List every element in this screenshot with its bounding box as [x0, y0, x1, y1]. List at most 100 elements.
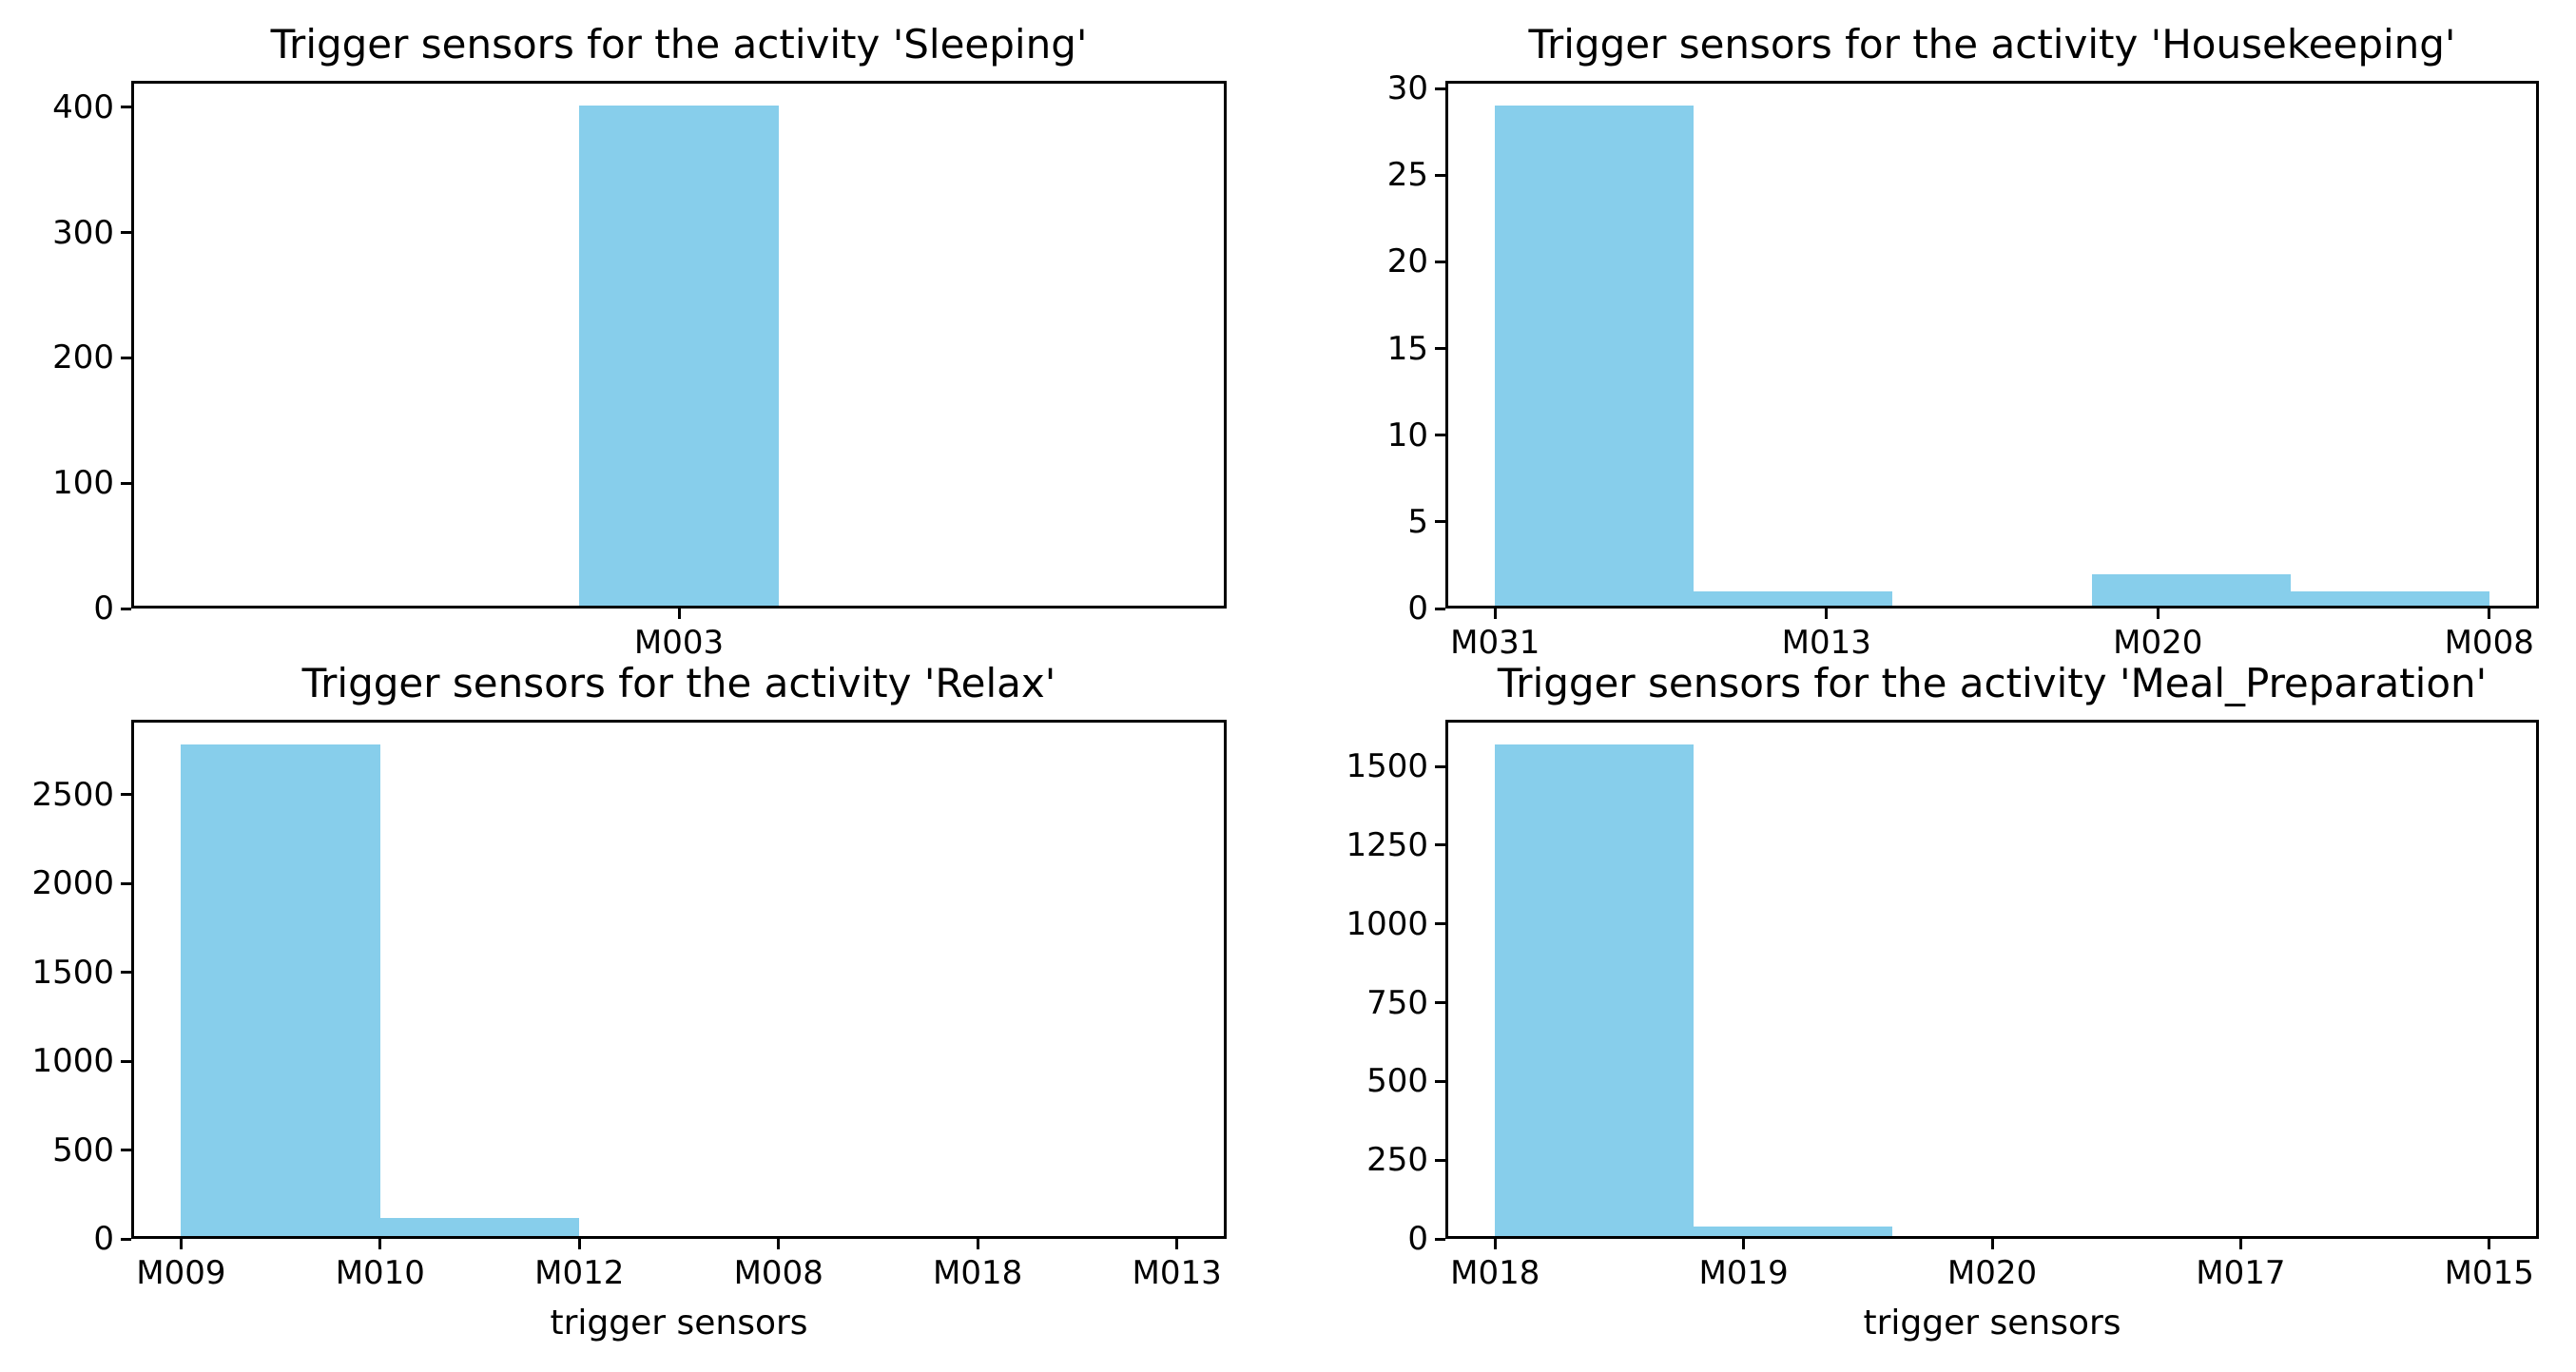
y-tick-mark: [1435, 1237, 1445, 1241]
y-tick-mark: [121, 1149, 131, 1151]
subplot-housekeeping: Trigger sensors for the activity 'Housek…: [1387, 21, 2539, 662]
y-tick-label: 750: [1366, 983, 1428, 1022]
histogram-bar: [579, 1236, 779, 1239]
histogram-bar: [1495, 744, 1695, 1239]
y-tick-label: 300: [52, 213, 114, 252]
histogram-bar: [579, 106, 779, 609]
y-tick-mark: [1435, 1001, 1445, 1005]
x-tick-mark: [577, 1239, 581, 1249]
y-tick-mark: [121, 481, 131, 485]
y-tick-mark: [1435, 764, 1445, 768]
x-tick-mark: [1825, 609, 1829, 619]
x-axis-label: trigger sensors: [1863, 1304, 2121, 1343]
x-tick-label: M013: [1781, 624, 1871, 662]
x-tick-mark: [1175, 1239, 1179, 1249]
y-tick-mark: [121, 607, 131, 610]
y-tick-mark: [1435, 173, 1445, 177]
x-tick-mark: [777, 1239, 781, 1249]
x-tick-label: M019: [1698, 1254, 1789, 1292]
x-tick-label: M010: [335, 1254, 425, 1292]
y-tick-label: 100: [52, 464, 114, 503]
y-tick-label: 400: [52, 87, 114, 126]
x-tick-mark: [179, 1239, 183, 1249]
y-tick-label: 0: [1407, 589, 1428, 628]
histogram-bar: [2290, 590, 2489, 609]
plot-area: [131, 720, 1227, 1239]
x-tick-mark: [2488, 609, 2491, 619]
x-tick-label: M018: [933, 1254, 1023, 1292]
x-tick-mark: [677, 609, 681, 619]
y-tick-label: 500: [52, 1130, 114, 1169]
y-tick-mark: [121, 1237, 131, 1241]
y-tick-mark: [121, 356, 131, 359]
x-tick-label: M018: [1450, 1254, 1540, 1292]
y-tick-mark: [1435, 347, 1445, 351]
x-tick-mark: [1990, 1239, 1994, 1249]
y-tick-label: 30: [1386, 69, 1428, 108]
y-tick-label: 5: [1407, 502, 1428, 541]
y-tick-label: 2500: [31, 775, 114, 814]
y-tick-mark: [1435, 520, 1445, 524]
x-tick-label: M008: [733, 1254, 823, 1292]
y-tick-mark: [121, 793, 131, 797]
chart-title: Trigger sensors for the activity 'Sleepi…: [270, 21, 1088, 68]
subplot-relax: Trigger sensors for the activity 'Relax'…: [31, 660, 1227, 1343]
subplot-sleeping: Trigger sensors for the activity 'Sleepi…: [52, 21, 1227, 662]
y-tick-mark: [121, 231, 131, 234]
y-tick-mark: [1435, 607, 1445, 610]
chart-title: Trigger sensors for the activity 'Meal_P…: [1497, 660, 2488, 706]
subplot-meal-preparation: Trigger sensors for the activity 'Meal_P…: [1346, 660, 2539, 1343]
x-tick-mark: [1493, 1239, 1497, 1249]
y-tick-mark: [1435, 87, 1445, 90]
y-tick-mark: [121, 1059, 131, 1063]
x-tick-mark: [1493, 609, 1497, 619]
y-tick-label: 0: [93, 1220, 114, 1258]
y-tick-label: 1250: [1346, 825, 1428, 864]
y-tick-label: 0: [93, 589, 114, 628]
y-tick-label: 25: [1386, 156, 1428, 195]
histogram-bar: [1495, 106, 1695, 609]
x-tick-mark: [1742, 1239, 1746, 1249]
x-tick-label: M017: [2196, 1254, 2286, 1292]
x-tick-label: M015: [2444, 1254, 2534, 1292]
histogram-bar: [2091, 573, 2291, 609]
histogram-bar: [379, 1217, 580, 1239]
x-tick-mark: [976, 1239, 979, 1249]
chart-title: Trigger sensors for the activity 'Relax': [301, 660, 1056, 706]
x-tick-mark: [378, 1239, 382, 1249]
x-tick-label: M020: [2113, 624, 2203, 662]
y-tick-mark: [1435, 1079, 1445, 1083]
y-tick-label: 1500: [1346, 747, 1428, 786]
plot-area: [1445, 81, 2539, 609]
x-tick-label: M013: [1132, 1254, 1222, 1292]
histogram-bar: [1694, 1226, 1893, 1239]
y-tick-label: 2000: [31, 864, 114, 903]
x-tick-mark: [2156, 609, 2160, 619]
x-tick-mark: [2488, 1239, 2491, 1249]
y-tick-label: 500: [1366, 1062, 1428, 1101]
x-tick-label: M012: [534, 1254, 625, 1292]
y-tick-mark: [1435, 922, 1445, 926]
y-tick-label: 15: [1386, 329, 1428, 368]
chart-title: Trigger sensors for the activity 'Housek…: [1528, 21, 2456, 68]
y-tick-mark: [1435, 434, 1445, 437]
y-tick-label: 1000: [31, 1042, 114, 1080]
y-tick-label: 10: [1386, 415, 1428, 454]
plot-area: [1445, 720, 2539, 1239]
y-tick-mark: [1435, 260, 1445, 263]
histogram-bar: [181, 744, 380, 1239]
y-tick-label: 200: [52, 338, 114, 377]
y-tick-mark: [121, 971, 131, 975]
x-tick-label: M031: [1450, 624, 1540, 662]
plot-area: [131, 81, 1227, 609]
x-axis-label: trigger sensors: [550, 1304, 808, 1343]
x-tick-label: M009: [136, 1254, 226, 1292]
x-tick-mark: [2238, 1239, 2242, 1249]
histogram-bar: [1694, 590, 1893, 609]
y-tick-mark: [121, 106, 131, 109]
y-tick-mark: [121, 881, 131, 885]
y-tick-mark: [1435, 843, 1445, 847]
y-tick-label: 20: [1386, 242, 1428, 281]
y-tick-mark: [1435, 1158, 1445, 1162]
